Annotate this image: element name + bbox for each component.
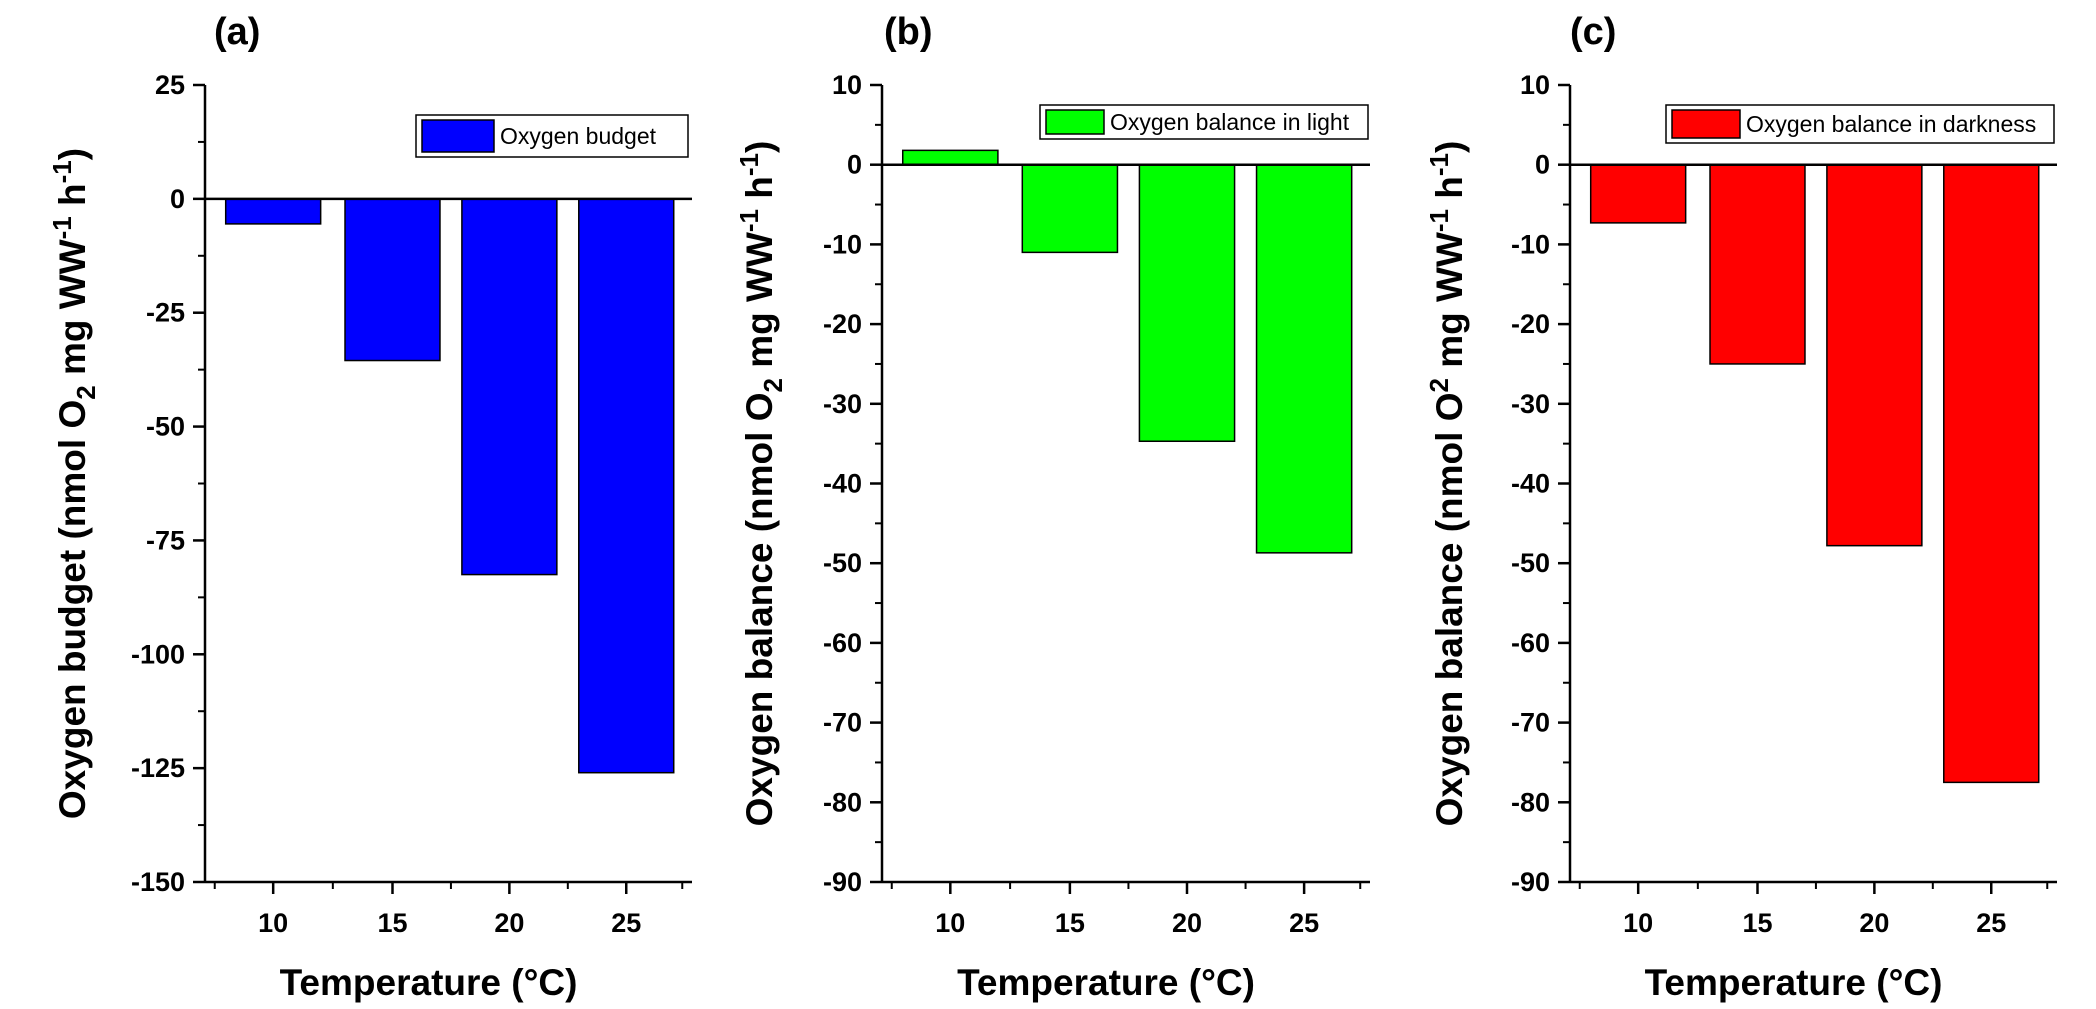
y-tick-label: -10 — [823, 229, 862, 259]
y-tick-label: -70 — [823, 708, 862, 738]
y-tick-label: -20 — [823, 309, 862, 339]
y-tick-label: 25 — [155, 70, 185, 100]
x-axis-title: Temperature (°C) — [957, 962, 1255, 1003]
bar-15 — [1709, 163, 1806, 365]
x-tick-label: 25 — [611, 908, 641, 938]
y-tick-label: -80 — [1511, 787, 1550, 817]
x-axis-title: Temperature (°C) — [1645, 962, 1943, 1003]
y-tick-label: 0 — [170, 184, 185, 214]
y-tick-label: -100 — [131, 639, 185, 669]
bar-25 — [578, 198, 675, 774]
y-tick-label: -25 — [146, 298, 185, 328]
x-tick-label: 25 — [1289, 908, 1319, 938]
legend-swatch — [421, 119, 495, 153]
y-tick-label: 10 — [832, 70, 862, 100]
y-tick-label: -80 — [823, 787, 862, 817]
x-tick-label: 10 — [1623, 908, 1653, 938]
y-axis-title: Oxygen balance (nmol O2 mg WW-1 h-1) — [734, 141, 788, 827]
y-tick-label: -75 — [146, 525, 185, 555]
legend: Oxygen balance in light — [1039, 104, 1369, 140]
y-tick-label: -30 — [823, 389, 862, 419]
x-tick-label: 25 — [1976, 908, 2006, 938]
panel-label: (a) — [214, 11, 260, 53]
y-tick-label: -70 — [1511, 708, 1550, 738]
y-tick-label: -150 — [131, 867, 185, 897]
bar-10 — [1589, 163, 1687, 224]
y-tick-label: -90 — [823, 867, 862, 897]
y-tick-label: -90 — [1511, 867, 1550, 897]
y-tick-label: -60 — [1511, 628, 1550, 658]
bar-20 — [1826, 163, 1923, 547]
x-tick-label: 15 — [377, 908, 407, 938]
legend-swatch — [1671, 109, 1741, 139]
panel-label: (c) — [1570, 11, 1616, 53]
bar-15 — [344, 198, 441, 362]
bar-10 — [901, 149, 999, 166]
panel-label: (b) — [884, 11, 933, 53]
y-tick-label: -40 — [823, 469, 862, 499]
legend-label: Oxygen balance in darkness — [1746, 111, 2036, 137]
legend-label: Oxygen balance in light — [1110, 109, 1350, 135]
y-tick-label: -20 — [1511, 309, 1550, 339]
bar-20 — [1138, 163, 1236, 443]
y-tick-label: -125 — [131, 753, 185, 783]
legend-label: Oxygen budget — [500, 123, 657, 149]
x-tick-label: 20 — [1859, 908, 1889, 938]
y-tick-label: -30 — [1511, 389, 1550, 419]
panel-b: (b) 10 0 -10 -20 -30 -40 -50 -60 -70 -80 -90 10 15 20 2… — [734, 11, 1370, 1003]
x-tick-label: 10 — [935, 908, 965, 938]
bar-25 — [1255, 163, 1353, 554]
x-tick-label: 15 — [1742, 908, 1772, 938]
legend: Oxygen budget — [415, 114, 689, 158]
y-tick-label: -10 — [1511, 229, 1550, 259]
bar-10 — [224, 198, 322, 225]
x-tick-label: 20 — [494, 908, 524, 938]
y-tick-label: -50 — [146, 412, 185, 442]
bar-20 — [461, 198, 558, 576]
panel-a: (a) 25 0 -25 -50 -75 -100 -125 -150 10 15 20 25 Tempe… — [47, 11, 692, 1003]
y-tick-label: -60 — [823, 628, 862, 658]
x-tick-label: 15 — [1055, 908, 1085, 938]
x-axis-title: Temperature (°C) — [280, 962, 578, 1003]
bar-15 — [1021, 163, 1119, 254]
legend: Oxygen balance in darkness — [1665, 104, 2055, 144]
y-tick-label: -50 — [823, 548, 862, 578]
y-axis-title: Oxygen budget (nmol O2 mg WW-1 h-1) — [47, 148, 101, 819]
y-tick-label: 10 — [1520, 70, 1550, 100]
y-tick-label: -50 — [1511, 548, 1550, 578]
panel-c: (c) 10 0 -10 -20 -30 -40 -50 -60 -70 -80 -90 10 15 20 2… — [1424, 11, 2057, 1003]
x-tick-label: 20 — [1172, 908, 1202, 938]
x-tick-label: 10 — [258, 908, 288, 938]
bar-25 — [1943, 163, 2040, 784]
y-tick-label: 0 — [847, 150, 862, 180]
y-tick-label: 0 — [1535, 150, 1550, 180]
y-tick-label: -40 — [1511, 469, 1550, 499]
legend-swatch — [1045, 109, 1105, 135]
y-axis-title: Oxygen balance (nmol O2 mg WW-1 h-1) — [1424, 141, 1470, 827]
